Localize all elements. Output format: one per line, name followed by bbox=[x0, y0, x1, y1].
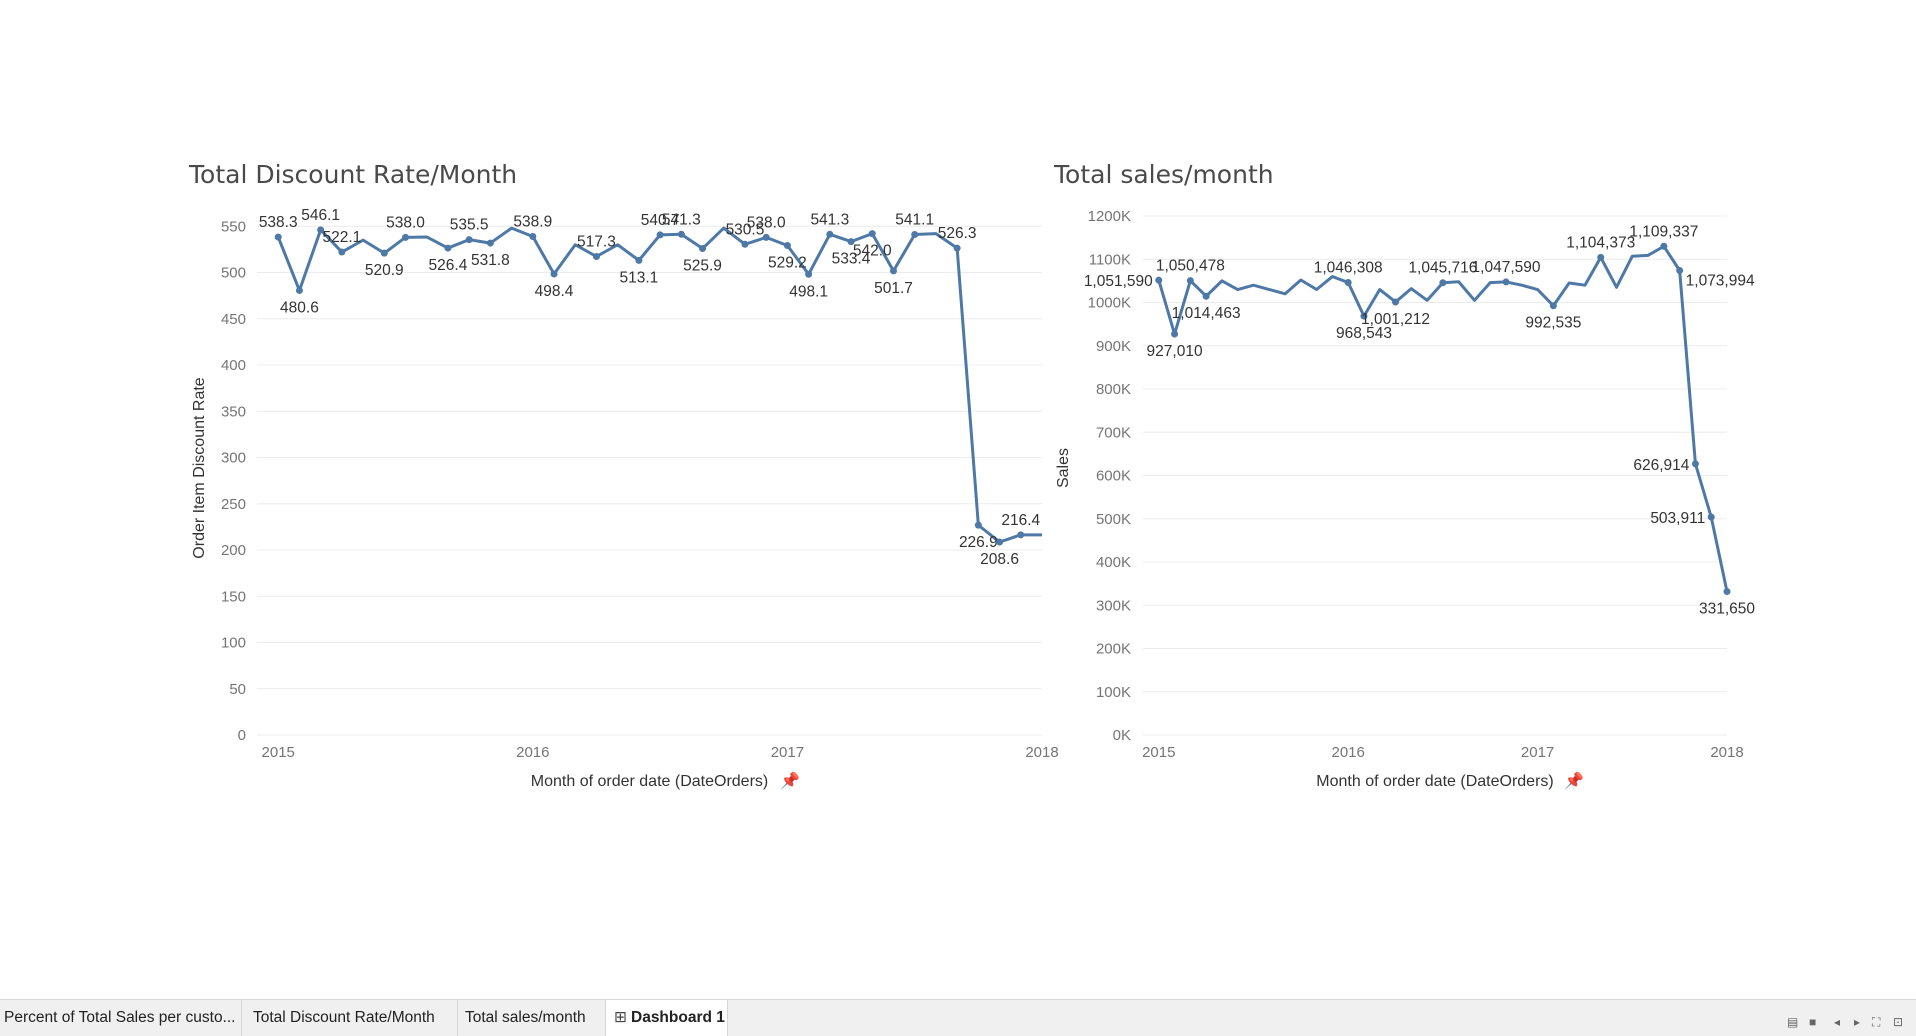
data-label: 216.4 bbox=[1001, 512, 1040, 529]
data-point-marker bbox=[338, 248, 346, 256]
data-label: 208.6 bbox=[980, 551, 1019, 568]
x-tick-label: 2017 bbox=[771, 744, 804, 761]
data-point-marker bbox=[911, 230, 919, 238]
data-label: 538.0 bbox=[747, 214, 786, 231]
next-sheet-icon[interactable]: ▸ bbox=[1854, 1015, 1861, 1029]
data-point-marker bbox=[402, 233, 410, 241]
y-tick-label: 400 bbox=[221, 357, 246, 374]
x-tick-label: 2016 bbox=[516, 744, 549, 761]
data-label: 538.9 bbox=[513, 214, 552, 231]
x-axis-title: Month of order date (DateOrders) bbox=[531, 773, 768, 790]
data-point-marker bbox=[380, 249, 388, 257]
data-label: 542.0 bbox=[853, 243, 892, 260]
data-label: 530.5 bbox=[726, 221, 765, 238]
tab-percent-of-total-sales[interactable]: Percent of Total Sales per custo... bbox=[0, 1000, 242, 1036]
y-tick-label: 300 bbox=[221, 450, 246, 467]
data-point-marker bbox=[996, 538, 1004, 546]
data-point-marker bbox=[868, 230, 876, 238]
data-point-marker bbox=[656, 231, 664, 239]
data-point-marker bbox=[741, 240, 749, 248]
data-label: 538.3 bbox=[259, 214, 298, 231]
y-axis-title: Order Item Discount Rate bbox=[191, 377, 208, 559]
y-tick-label: 0 bbox=[238, 727, 246, 744]
y-tick-label: 500 bbox=[221, 265, 246, 282]
data-label: 525.9 bbox=[683, 258, 722, 275]
y-tick-label: 450 bbox=[221, 311, 246, 328]
data-point-marker bbox=[550, 270, 558, 278]
sheet-tab-bar: Percent of Total Sales per custo... Tota… bbox=[0, 999, 1916, 1036]
filmstrip-view-icon[interactable]: ■ bbox=[1809, 1015, 1817, 1029]
data-point-marker bbox=[762, 233, 770, 241]
data-label: 526.3 bbox=[938, 225, 977, 242]
data-label: 541.3 bbox=[810, 211, 849, 228]
data-point-marker bbox=[889, 267, 897, 275]
sales-chart-title: Total sales/month bbox=[1054, 160, 1274, 189]
data-label: 520.9 bbox=[365, 262, 404, 279]
data-point-marker bbox=[465, 236, 473, 244]
discount-chart-title: Total Discount Rate/Month bbox=[189, 160, 518, 189]
y-tick-label: 350 bbox=[221, 403, 246, 420]
data-label: 546.1 bbox=[301, 207, 340, 224]
data-label: 540.7 bbox=[641, 212, 680, 229]
pin-icon: 📌 bbox=[780, 771, 800, 790]
data-label: 529.2 bbox=[768, 254, 807, 271]
data-point-marker bbox=[805, 270, 813, 278]
data-label: 517.3 bbox=[577, 233, 616, 250]
data-point-marker bbox=[826, 230, 834, 238]
data-point-marker bbox=[699, 245, 707, 253]
data-label: 226.9 bbox=[959, 534, 998, 551]
data-label: 541.3 bbox=[662, 211, 701, 228]
data-point-marker bbox=[783, 241, 791, 249]
data-label: 480.6 bbox=[280, 299, 319, 316]
data-point-marker bbox=[1017, 531, 1025, 539]
data-label: 526.4 bbox=[429, 257, 468, 274]
data-point-marker bbox=[974, 521, 982, 529]
data-label: 522.1 bbox=[322, 229, 361, 246]
data-label: 513.1 bbox=[619, 269, 658, 286]
data-label: 541.1 bbox=[895, 211, 934, 228]
data-point-marker bbox=[317, 226, 325, 234]
tab-dashboard-1-label: Dashboard 1 bbox=[631, 1009, 725, 1026]
tab-total-discount-rate[interactable]: Total Discount Rate/Month bbox=[247, 1000, 458, 1036]
grid-view-icon[interactable]: ▤ bbox=[1787, 1015, 1799, 1029]
y-tick-label: 100 bbox=[221, 635, 246, 652]
presentation-mode-icon[interactable]: ⊡ bbox=[1893, 1015, 1904, 1029]
data-label: 498.1 bbox=[789, 283, 828, 300]
tab-dashboard-1[interactable]: ⊞ Dashboard 1 bbox=[606, 1000, 728, 1036]
data-point-marker bbox=[486, 239, 494, 247]
data-point-marker bbox=[592, 252, 600, 260]
data-point-marker bbox=[953, 244, 961, 252]
data-point-marker bbox=[677, 230, 685, 238]
y-tick-label: 550 bbox=[221, 218, 246, 235]
data-label: 533.4 bbox=[832, 251, 871, 268]
data-point-marker bbox=[847, 238, 855, 246]
data-label: 498.4 bbox=[535, 283, 574, 300]
x-tick-label: 2018 bbox=[1025, 744, 1058, 761]
previous-sheet-icon[interactable]: ◂ bbox=[1834, 1015, 1841, 1029]
y-tick-label: 200 bbox=[221, 542, 246, 559]
data-point-marker bbox=[529, 233, 537, 241]
data-point-marker bbox=[295, 286, 303, 294]
discount-rate-chart[interactable]: 0 50 100 150 200 250 300 350 400 450 500 550 2015 201… bbox=[0, 0, 1916, 820]
data-label: 531.8 bbox=[471, 252, 510, 269]
tab-total-sales[interactable]: Total sales/month bbox=[458, 1000, 606, 1036]
y-tick-label: 250 bbox=[221, 496, 246, 513]
fullscreen-icon[interactable]: ⛶ bbox=[1872, 1015, 1881, 1029]
y-tick-label: 50 bbox=[229, 681, 246, 698]
data-point-marker bbox=[635, 256, 643, 264]
data-label: 538.0 bbox=[386, 214, 425, 231]
x-tick-label: 2015 bbox=[262, 744, 295, 761]
dashboard-grid-icon: ⊞ bbox=[614, 1009, 627, 1026]
data-label: 535.5 bbox=[450, 217, 489, 234]
data-point-marker bbox=[274, 233, 282, 241]
data-point-marker bbox=[444, 244, 452, 252]
data-label: 501.7 bbox=[874, 280, 913, 297]
y-tick-label: 150 bbox=[221, 588, 246, 605]
